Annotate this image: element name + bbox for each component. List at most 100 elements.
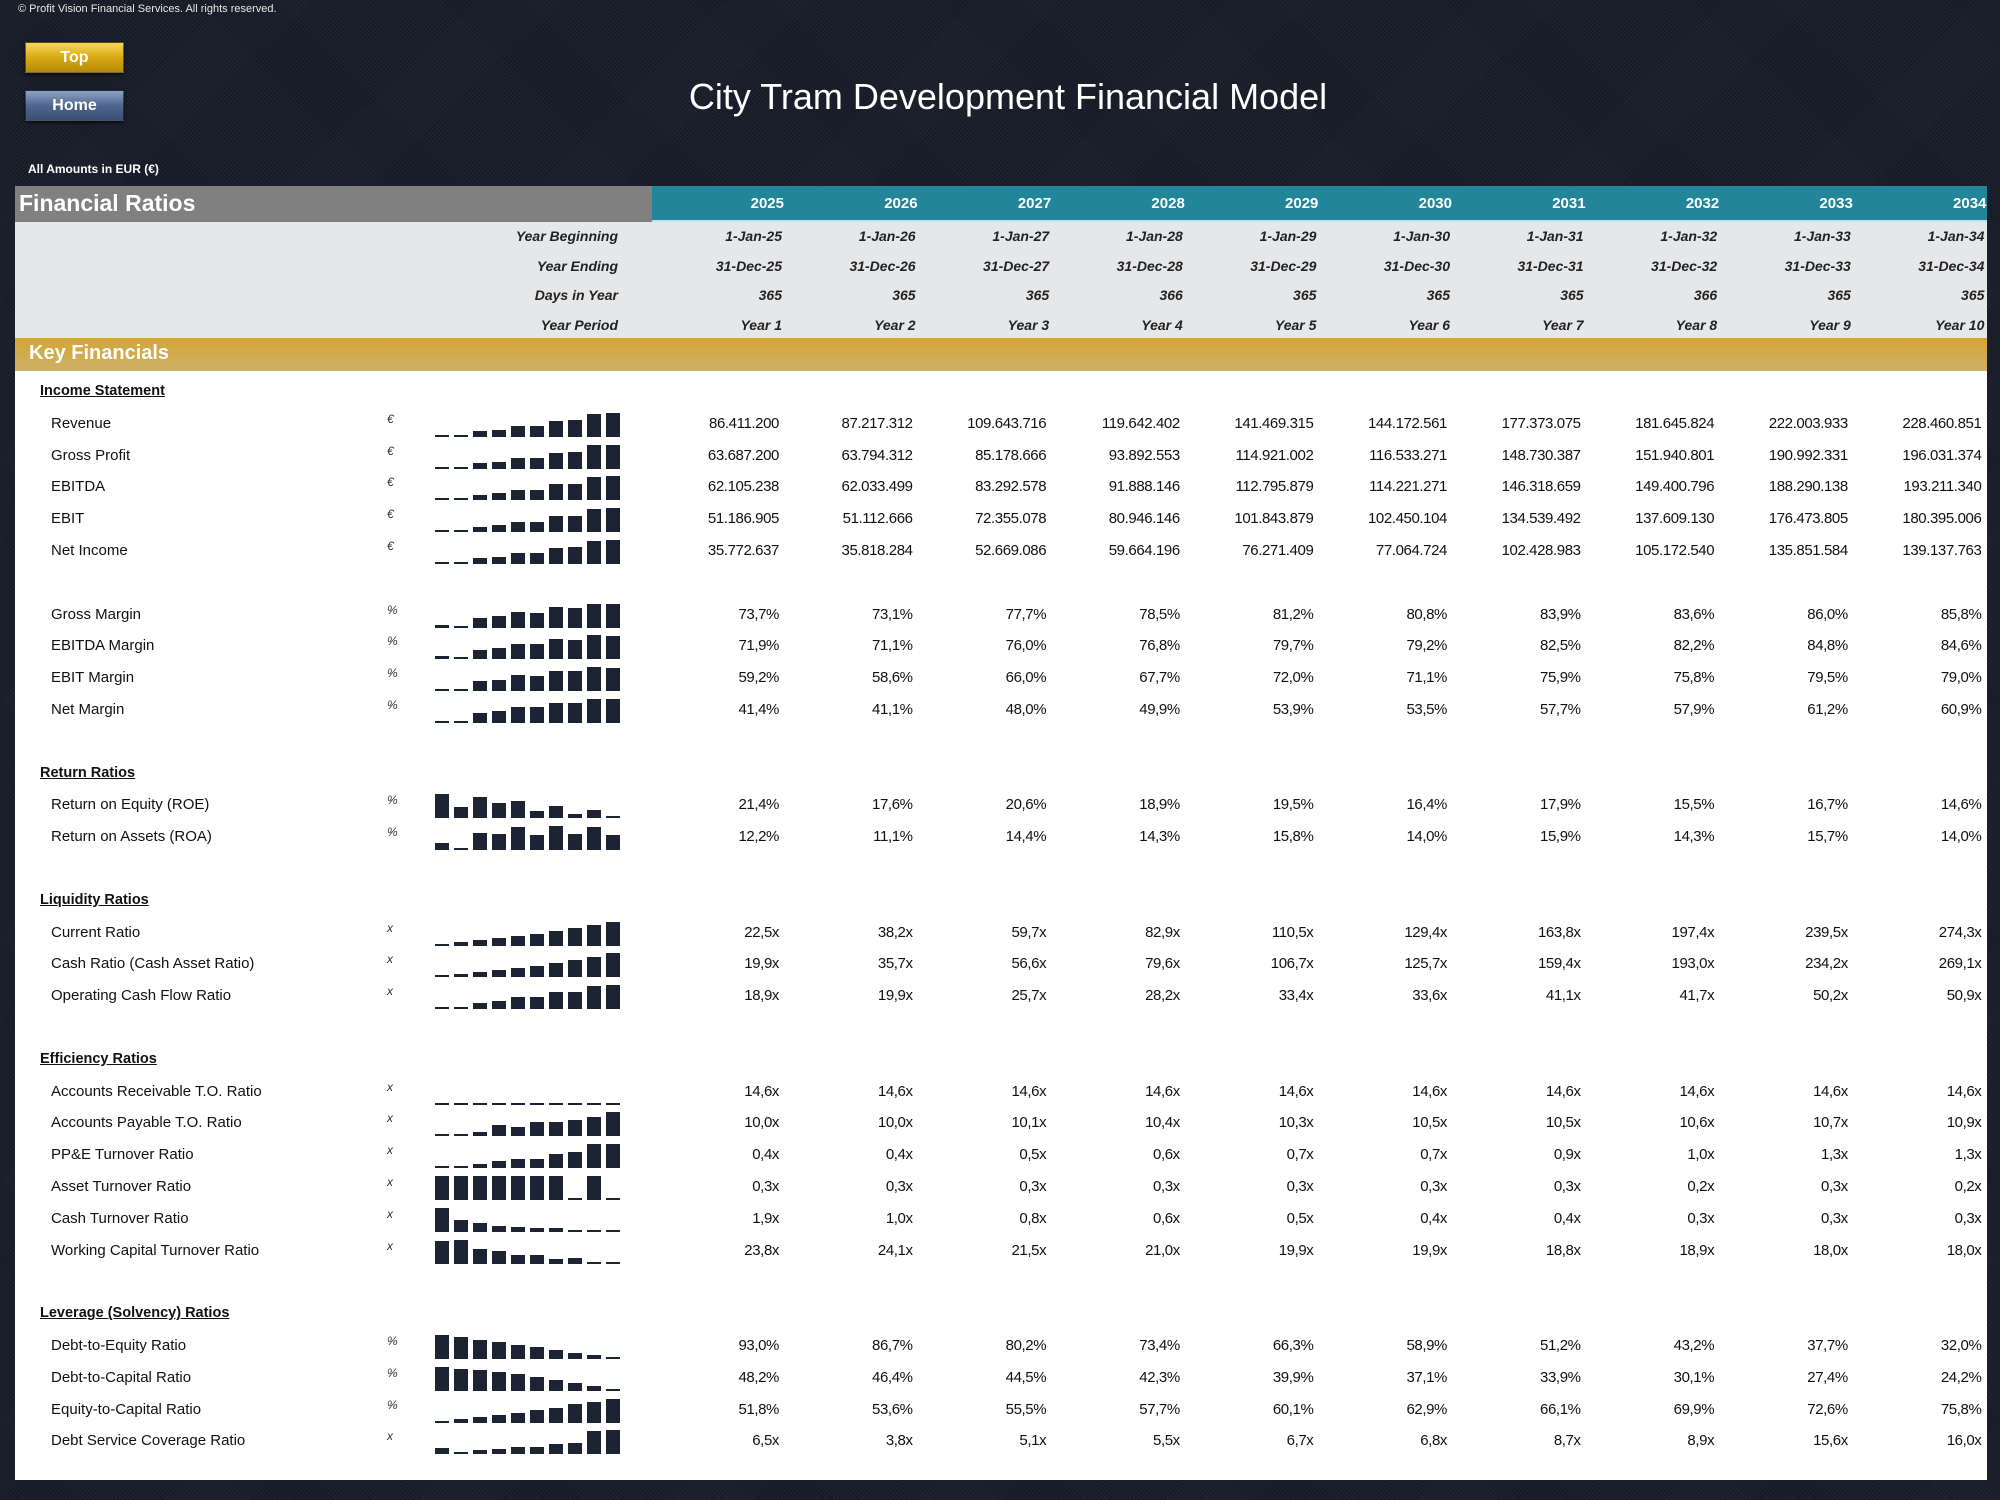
value-cell: 86.411.200: [709, 414, 779, 432]
sparkline: [435, 506, 627, 533]
value-cell: 82,2%: [1673, 637, 1715, 655]
sparkline-bar: [473, 1370, 487, 1391]
info-cell: Year 7: [1542, 316, 1584, 333]
value-cell: 222.003.933: [1768, 414, 1848, 432]
value-cell: 80.946.146: [1108, 510, 1180, 528]
sparkline-bar: [492, 429, 506, 437]
table-row: Cash Turnover Ratio x 1,9x 1,0x 0,8x 0,6x 0,…: [15, 1203, 1987, 1235]
value-cell: 53,5%: [1406, 701, 1447, 718]
value-cell: 66,3%: [1272, 1337, 1314, 1354]
row-label: Accounts Payable T.O. Ratio: [51, 1114, 242, 1132]
sparkline-bar: [530, 1102, 544, 1105]
value-cell: 14,6x: [1946, 1082, 1982, 1100]
row-label: Equity-to-Capital Ratio: [51, 1400, 202, 1418]
sparkline-bar: [606, 1102, 620, 1105]
value-cell: 62,9%: [1406, 1400, 1447, 1418]
value-cell: 50,2x: [1813, 987, 1848, 1005]
unit-label: x: [387, 1111, 393, 1126]
value-cell: 0,9x: [1553, 1146, 1581, 1164]
sparkline-bar: [549, 1102, 563, 1105]
value-cell: 72,6%: [1807, 1400, 1848, 1418]
value-cell: 129,4x: [1404, 923, 1447, 941]
info-cell: 365: [1961, 287, 1985, 303]
value-cell: 0,5x: [1286, 1209, 1314, 1227]
section-header: Liquidity Ratios: [15, 885, 1987, 917]
value-cell: 48,2%: [738, 1368, 779, 1386]
sparkline-bar: [492, 802, 506, 819]
sparkline-bar: [549, 1122, 563, 1137]
value-cell: 10,9x: [1946, 1114, 1982, 1132]
sparkline-bar: [549, 991, 563, 1010]
sparkline-bar: [473, 1249, 487, 1264]
sparkline-bar: [473, 681, 487, 692]
sparkline-bar: [587, 635, 601, 660]
sparkline-bar: [473, 463, 487, 469]
year-column-header: 2033: [1819, 195, 1853, 212]
sparkline: [435, 1079, 627, 1105]
sparkline-bar: [587, 1431, 601, 1455]
value-cell: 0,4x: [1553, 1209, 1581, 1227]
year-column-header: 2027: [1017, 195, 1052, 212]
value-cell: 14,6%: [1940, 796, 1982, 814]
value-cell: 180.395.006: [1902, 510, 1982, 528]
value-cell: 53,9%: [1272, 701, 1314, 718]
value-cell: 21,5x: [1011, 1241, 1047, 1259]
value-cell: 8,9x: [1687, 1432, 1715, 1450]
sparkline-bar: [530, 644, 544, 660]
sparkline-bar: [530, 1347, 544, 1359]
sparkline-bar: [587, 827, 601, 851]
top-button[interactable]: Top: [25, 42, 124, 73]
table-row: Debt-to-Equity Ratio % 93,0% 86,7% 80,2% 73…: [15, 1330, 1987, 1362]
sparkline-bar: [492, 493, 506, 501]
sparkline-bar: [435, 1007, 449, 1010]
value-cell: 46,4%: [872, 1368, 913, 1386]
sparkline-bar: [606, 412, 620, 437]
sparkline-bar: [530, 612, 544, 628]
sparkline-bar: [587, 1385, 601, 1391]
sparkline-bar: [492, 1449, 506, 1455]
info-cell: 1-Jan-26: [858, 228, 916, 244]
value-cell: 51.112.666: [842, 510, 913, 528]
sparkline-bar: [511, 675, 525, 692]
value-cell: 18,0x: [1813, 1241, 1848, 1259]
sparkline-bar: [492, 1176, 506, 1200]
sparkline-bar: [530, 1228, 544, 1232]
value-cell: 63.687.200: [707, 446, 779, 464]
home-button[interactable]: Home: [25, 90, 124, 121]
row-label: Debt-to-Capital Ratio: [51, 1368, 192, 1386]
sparkline-bar: [511, 800, 525, 819]
sparkline-bar: [606, 508, 620, 533]
sparkline-bar: [492, 970, 506, 978]
sparkline-bar: [549, 516, 563, 533]
value-cell: 125,7x: [1404, 955, 1447, 973]
value-cell: 76,8%: [1139, 637, 1180, 655]
value-cell: 66,0%: [1005, 669, 1047, 687]
sparkline-bar: [511, 1102, 525, 1105]
sparkline-bar: [473, 713, 487, 723]
unit-label: x: [387, 920, 393, 935]
table-row: Debt-to-Capital Ratio % 48,2% 46,4% 44,5% 4…: [15, 1362, 1987, 1394]
row-label: Net Margin: [51, 701, 125, 718]
value-cell: 0,4x: [1420, 1209, 1447, 1227]
sparkline-bar: [473, 617, 487, 628]
sparkline-bar: [511, 826, 525, 851]
value-cell: 14,6x: [877, 1082, 913, 1100]
sparkline-bar: [473, 649, 487, 660]
sparkline-bar: [473, 797, 487, 819]
value-cell: 1,0x: [885, 1209, 913, 1227]
sparkline-bar: [568, 813, 582, 819]
sparkline-bar: [568, 1119, 582, 1137]
unit-label: x: [387, 1175, 393, 1189]
info-cell: 31-Dec-27: [983, 257, 1050, 274]
value-cell: 83,6%: [1673, 605, 1715, 623]
sparkline-bar: [473, 833, 487, 851]
value-cell: 16,0x: [1946, 1432, 1982, 1450]
sparkline-bar: [435, 1447, 449, 1455]
sparkline: [435, 474, 627, 501]
year-column-header: 2028: [1151, 195, 1185, 212]
info-row-label: Year Beginning: [515, 228, 618, 244]
table-row: PP&E Turnover Ratio x 0,4x 0,4x 0,5x 0,6x 0,…: [15, 1139, 1987, 1171]
section-band-key-financials: Key Financials: [15, 338, 1987, 371]
sparkline-bar: [454, 1418, 468, 1423]
value-cell: 85,8%: [1940, 605, 1982, 623]
